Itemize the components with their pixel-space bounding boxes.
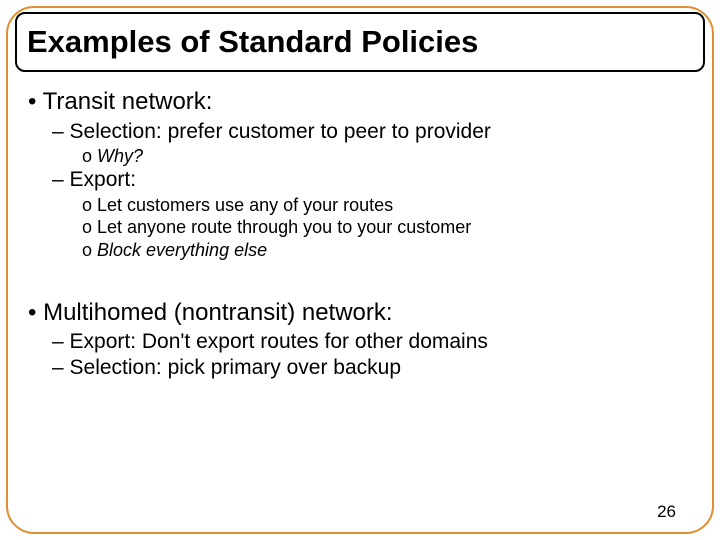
bullet-export-o2: o Let anyone route through you to your c… xyxy=(82,217,692,238)
bullet-transit-why: o Why? xyxy=(82,146,692,167)
bullet-transit-export-label: Export: xyxy=(70,168,137,191)
bullet-export-o1: o Let customers use any of your routes xyxy=(82,195,692,216)
bullet-export-o3: o Block everything else xyxy=(82,240,692,261)
spacer xyxy=(28,263,692,299)
page-number: 26 xyxy=(657,502,676,522)
bullet-transit-selection: – Selection: prefer customer to peer to … xyxy=(52,120,692,144)
bullet-multihomed-selection: – Selection: pick primary over backup xyxy=(52,356,692,380)
bullet-export-o1-label: Let customers use any of your routes xyxy=(97,195,393,215)
bullet-multihomed-label: Multihomed (nontransit) network: xyxy=(43,299,392,326)
bullet-transit: • Transit network: xyxy=(28,88,692,116)
bullet-multihomed-export-label: Export: Don't export routes for other do… xyxy=(70,330,488,353)
content-area: • Transit network: – Selection: prefer c… xyxy=(28,88,692,383)
bullet-export-o2-label: Let anyone route through you to your cus… xyxy=(97,217,471,237)
bullet-multihomed: • Multihomed (nontransit) network: xyxy=(28,299,692,327)
bullet-transit-label: Transit network: xyxy=(43,88,213,115)
bullet-transit-selection-label: Selection: prefer customer to peer to pr… xyxy=(70,120,491,143)
slide: Examples of Standard Policies • Transit … xyxy=(0,0,720,540)
bullet-multihomed-export: – Export: Don't export routes for other … xyxy=(52,330,692,354)
bullet-transit-why-label: Why? xyxy=(97,146,143,166)
bullet-transit-export: – Export: xyxy=(52,168,692,192)
slide-title: Examples of Standard Policies xyxy=(27,24,478,60)
title-box: Examples of Standard Policies xyxy=(15,12,705,72)
bullet-multihomed-selection-label: Selection: pick primary over backup xyxy=(70,356,401,379)
bullet-export-o3-label: Block everything else xyxy=(97,240,267,260)
